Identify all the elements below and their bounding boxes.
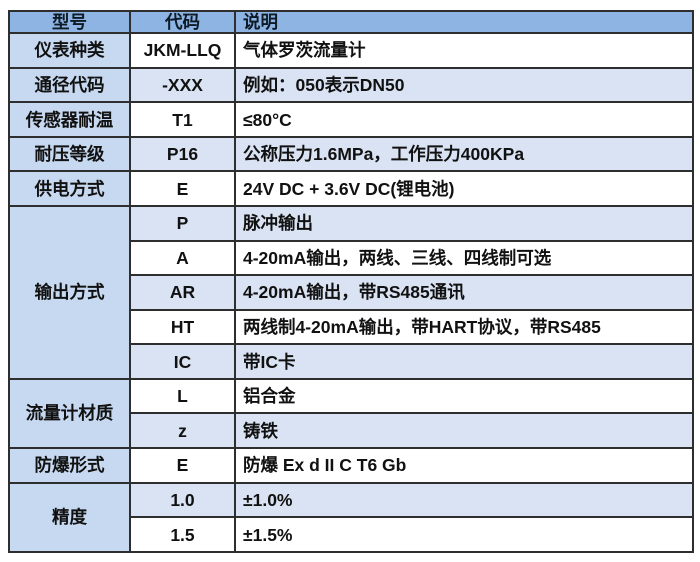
desc-cell: 气体罗茨流量计 [234, 32, 694, 69]
model-cell: 防爆形式 [8, 447, 131, 484]
table-row: 耐压等级 P16 公称压力1.6MPa，工作压力400KPa [8, 135, 694, 173]
code-cell: HT [129, 309, 236, 346]
desc-cell: 公称压力1.6MPa，工作压力400KPa [234, 135, 694, 173]
model-cell: 输出方式 [8, 205, 131, 380]
table-row: 1.5 ±1.5% [9, 516, 694, 553]
table-row: HT 两线制4-20mA输出，带HART协议，带RS485 [9, 309, 694, 346]
code-cell: E [129, 170, 236, 208]
code-cell: AR [129, 274, 236, 311]
code-cell: -XXX [129, 66, 236, 104]
code-cell: 1.0 [129, 481, 236, 519]
desc-cell: 4-20mA输出，带RS485通讯 [234, 274, 694, 311]
model-cell: 通径代码 [8, 66, 131, 104]
table-row: AR 4-20mA输出，带RS485通讯 [9, 274, 694, 311]
model-cell: 供电方式 [8, 170, 131, 208]
table-row: A 4-20mA输出，两线、三线、四线制可选 [9, 240, 694, 277]
desc-cell: ±1.0% [234, 481, 694, 519]
code-cell: IC [129, 343, 236, 380]
desc-cell: 铸铁 [234, 412, 694, 450]
desc-cell: ±1.5% [234, 516, 694, 553]
model-cell: 仪表种类 [8, 32, 131, 69]
table-row: 通径代码 -XXX 例如：050表示DN50 [8, 66, 694, 104]
model-cell: 精度 [8, 481, 131, 554]
table-row: 仪表种类 JKM-LLQ 气体罗茨流量计 [8, 32, 694, 69]
desc-cell: 两线制4-20mA输出，带HART协议，带RS485 [234, 309, 694, 346]
header-code: 代码 [129, 9, 236, 35]
desc-cell: ≤80°C [234, 101, 694, 138]
header-desc: 说明 [234, 9, 694, 35]
table-row: 精度 1.0 ±1.0% [8, 481, 694, 554]
header-model: 型号 [8, 9, 131, 35]
desc-cell: 4-20mA输出，两线、三线、四线制可选 [234, 240, 694, 277]
table-row: IC 带IC卡 [9, 343, 694, 380]
desc-cell: 24V DC + 3.6V DC(锂电池) [234, 170, 694, 208]
model-cell: 传感器耐温 [8, 101, 131, 138]
code-cell: L [129, 377, 236, 415]
code-cell: JKM-LLQ [129, 32, 236, 69]
table-row: z 铸铁 [9, 412, 694, 450]
model-cell: 耐压等级 [8, 135, 131, 173]
table-row: 供电方式 E 24V DC + 3.6V DC(锂电池) [8, 170, 694, 208]
desc-cell: 例如：050表示DN50 [234, 66, 694, 104]
code-cell: P [129, 205, 236, 242]
desc-cell: 脉冲输出 [234, 205, 694, 242]
table-header-row: 型号 代码 说明 [8, 9, 694, 35]
spec-table: 型号 代码 说明 仪表种类 JKM-LLQ 气体罗茨流量计 通径代码 -XXX … [8, 9, 694, 554]
desc-cell: 铝合金 [234, 377, 694, 415]
code-cell: E [129, 447, 236, 484]
code-cell: 1.5 [129, 516, 236, 553]
table-row: 输出方式 P 脉冲输出 [8, 205, 694, 380]
table-row: 防爆形式 E 防爆 Ex d II C T6 Gb [8, 447, 694, 484]
table-row: 流量计材质 L 铝合金 [8, 377, 694, 450]
code-cell: T1 [129, 101, 236, 138]
code-cell: z [129, 412, 236, 450]
code-cell: A [129, 240, 236, 277]
table-row: 传感器耐温 T1 ≤80°C [8, 101, 694, 138]
model-cell: 流量计材质 [8, 377, 131, 450]
desc-cell: 带IC卡 [234, 343, 694, 380]
desc-cell: 防爆 Ex d II C T6 Gb [234, 447, 694, 484]
code-cell: P16 [129, 135, 236, 173]
